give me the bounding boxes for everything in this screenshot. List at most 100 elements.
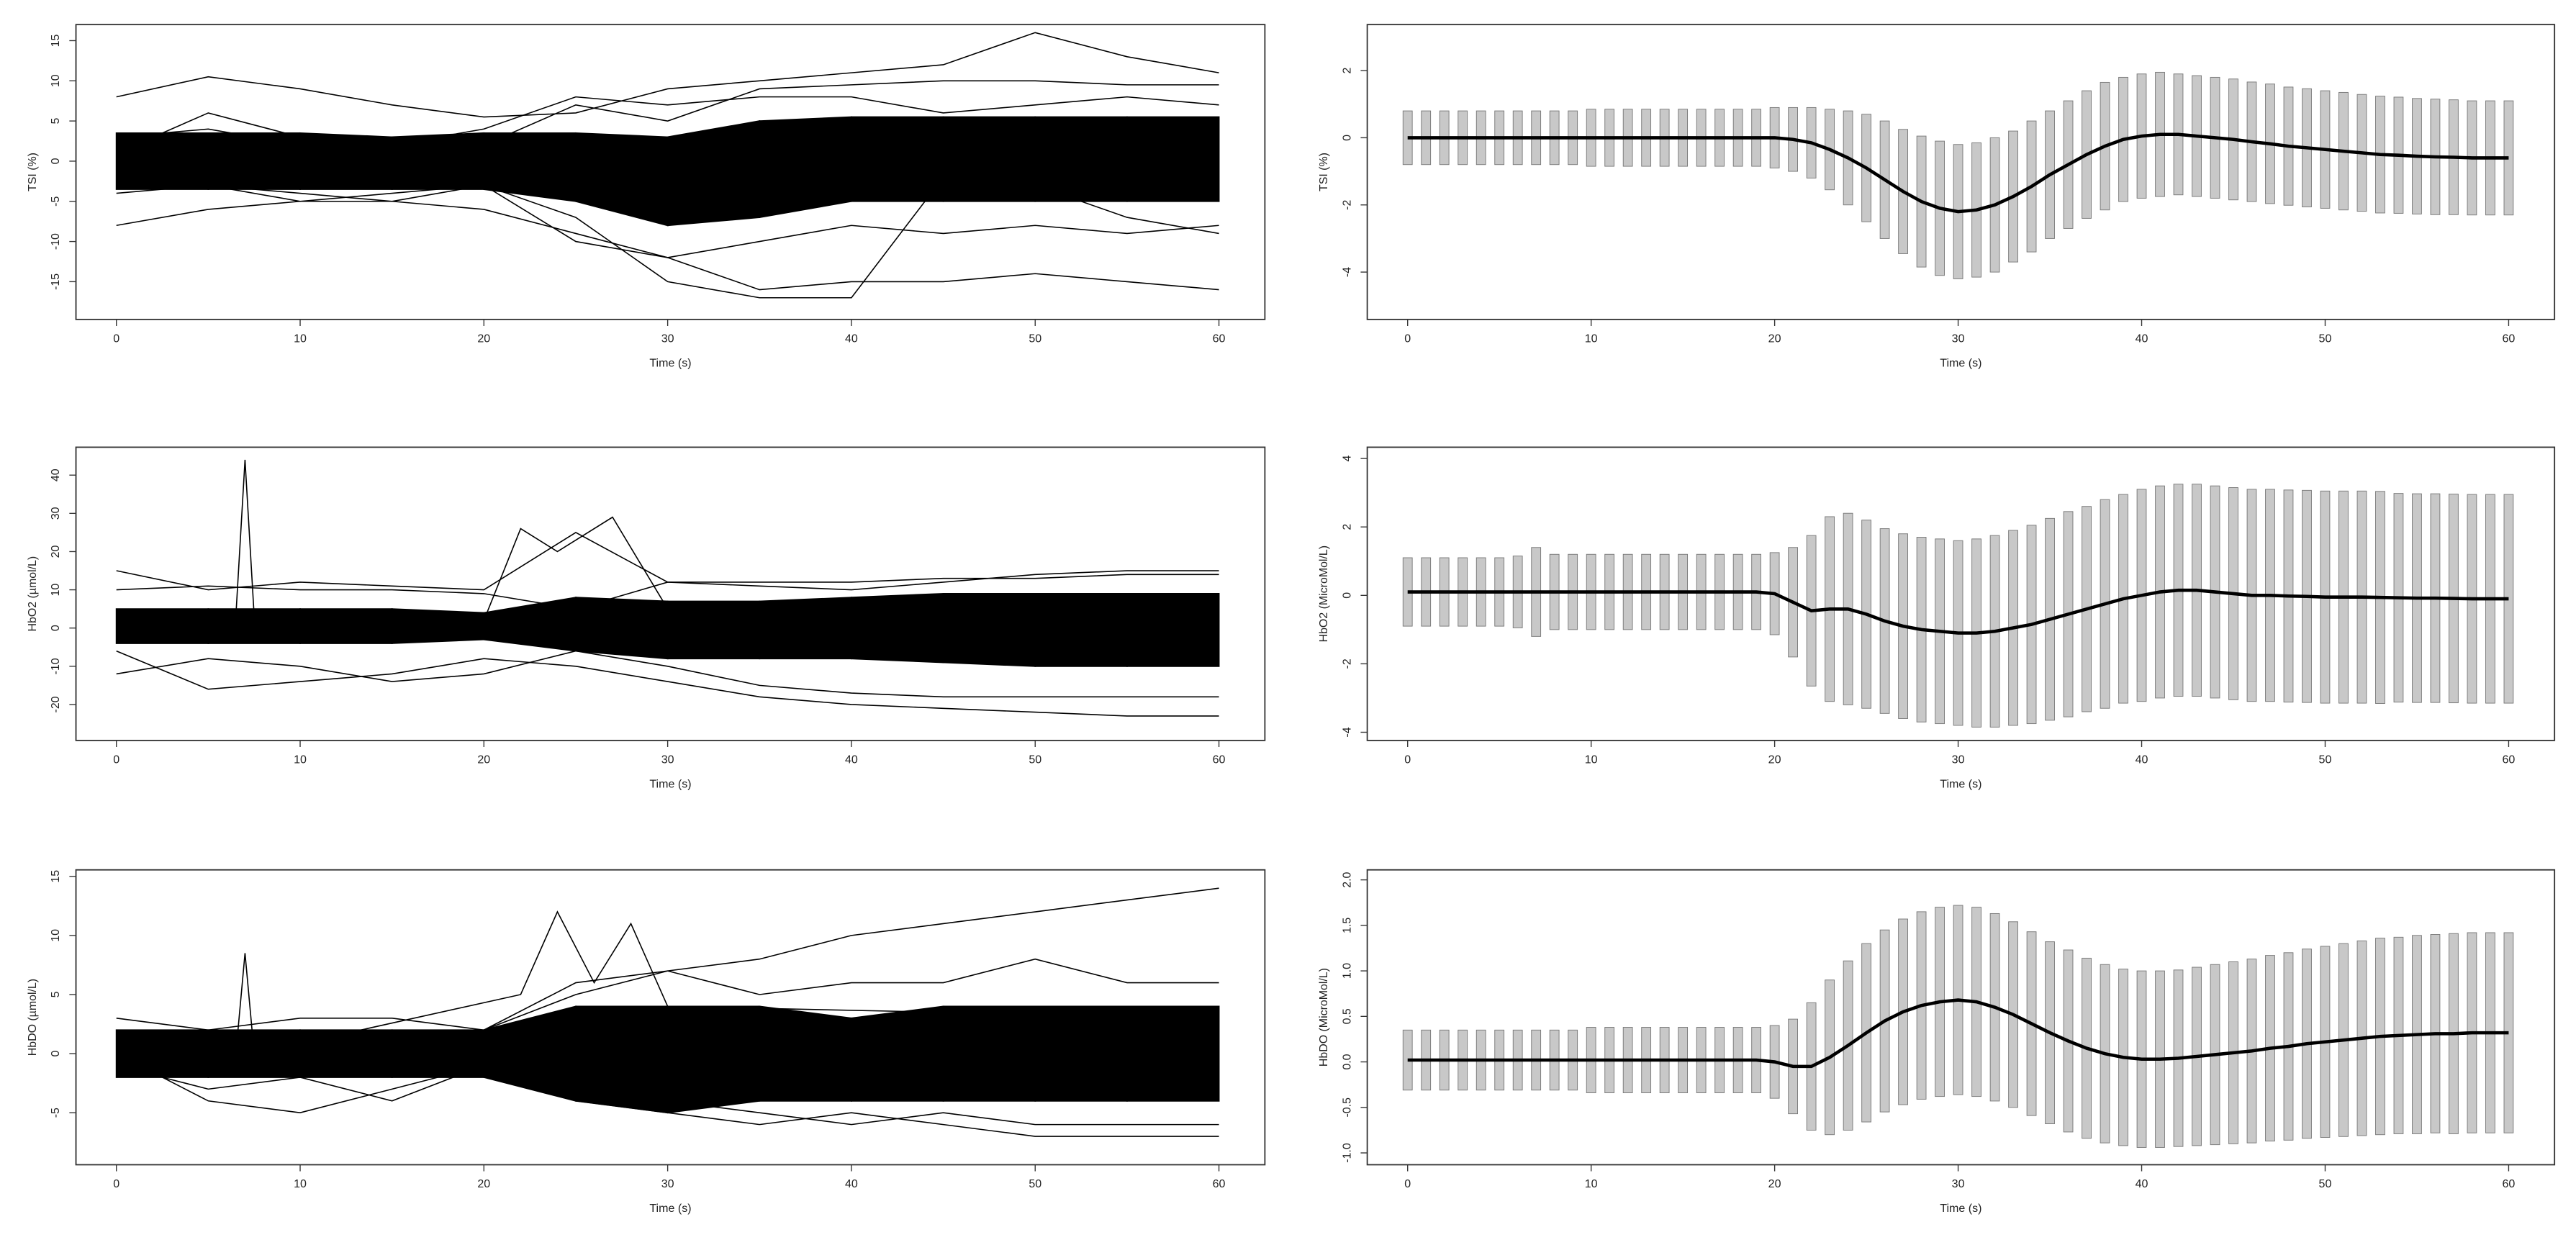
y-tick-label: -2: [1341, 658, 1353, 669]
y-tick-label: 2.0: [1341, 872, 1353, 887]
y-axis-label: TSI (%): [27, 153, 39, 191]
plot-box: [1366, 869, 2556, 1166]
trace-band: [575, 597, 669, 660]
plot-box: [75, 869, 1266, 1166]
x-tick-label: 60: [1213, 1178, 1226, 1190]
trace-band: [299, 608, 393, 644]
trace-line: [116, 958, 1219, 1031]
x-tick-label: 10: [294, 332, 307, 345]
trace-band: [942, 592, 1036, 667]
x-tick-label: 10: [294, 1178, 307, 1190]
x-tick-label: 0: [1404, 332, 1411, 345]
trace-line: [116, 650, 1219, 698]
y-tick-label: 10: [50, 584, 62, 597]
x-tick-label: 10: [1585, 332, 1598, 345]
y-tick-label: 0: [50, 158, 62, 164]
plot-area: [115, 887, 1220, 1137]
x-tick-label: 40: [845, 1178, 858, 1190]
x-tick-label: 20: [1768, 753, 1781, 766]
x-tick-label: 10: [1585, 753, 1598, 766]
trace-band: [851, 1005, 944, 1102]
y-tick-label: -4: [1341, 727, 1353, 737]
y-tick-label: 0: [1341, 135, 1353, 141]
y-axis-label: HbO2 (MicroMol/L): [1318, 545, 1330, 642]
y-tick-label: 10: [50, 74, 62, 87]
x-tick-label: 0: [113, 332, 119, 345]
y-tick-label: 5: [50, 118, 62, 124]
x-tick-label: 30: [1952, 1178, 1965, 1190]
trace-band: [759, 116, 852, 219]
y-tick-label: 1.5: [1341, 918, 1353, 933]
y-tick-label: 0: [1341, 592, 1353, 599]
panel: 0 10 20 30 40 50 60 -15 -10 -5 0 5 10 15 Time (s) TSI (…: [27, 24, 1266, 370]
panel: 0 10 20 30 40 50 60 -5 0 5 10 15 Time (s) HbDO (µmol/…: [27, 869, 1266, 1215]
trace-band: [759, 1005, 852, 1102]
x-tick-label: 30: [661, 753, 674, 766]
x-tick-label: 50: [1029, 753, 1041, 766]
trace-line: [116, 459, 1219, 621]
y-axis-label: HbDO (µmol/L): [27, 979, 39, 1056]
y-tick-label: -2: [1341, 200, 1353, 210]
panel: 0 10 20 30 40 50 60 -4 -2 0 2 Time (s) TSI (%): [1318, 24, 2556, 370]
x-tick-label: 0: [1404, 753, 1411, 766]
x-tick-label: 10: [294, 753, 307, 766]
x-tick-label: 50: [1029, 332, 1041, 345]
x-tick-label: 50: [2319, 1178, 2332, 1190]
x-tick-label: 40: [2136, 1178, 2148, 1190]
y-tick-label: -20: [50, 696, 62, 712]
y-tick-label: -10: [50, 658, 62, 674]
trace-band: [391, 132, 485, 190]
y-tick-label: 0.0: [1341, 1054, 1353, 1069]
trace-line: [116, 1064, 1219, 1137]
y-tick-label: -15: [50, 273, 62, 290]
trace-band: [1034, 116, 1128, 202]
trace-band: [666, 1005, 761, 1114]
y-tick-label: -4: [1341, 267, 1353, 277]
x-tick-label: 40: [2136, 753, 2148, 766]
y-tick-label: 1.0: [1341, 963, 1353, 979]
y-tick-label: 20: [50, 545, 62, 558]
y-tick-label: 0: [50, 1051, 62, 1057]
plot-area: [1402, 71, 2514, 279]
panel: 0 10 20 30 40 50 60 -1.0 -0.5 0.0 0.5 1.0 1.5 2.0 Time…: [1318, 869, 2556, 1215]
x-tick-label: 20: [477, 332, 490, 345]
trace-line: [116, 910, 1219, 1055]
plot-box: [75, 446, 1266, 741]
trace-band: [942, 116, 1036, 202]
x-axis-label: Time (s): [1940, 779, 1981, 791]
x-tick-label: 20: [1768, 1178, 1781, 1190]
x-axis-label: Time (s): [1940, 358, 1981, 370]
x-tick-label: 30: [1952, 753, 1965, 766]
trace-line: [116, 176, 1219, 258]
trace-band: [1034, 1005, 1128, 1102]
mean-line: [1407, 588, 2509, 635]
y-tick-label: -0.5: [1341, 1097, 1353, 1118]
x-tick-label: 60: [1213, 753, 1226, 766]
trace-band: [666, 120, 761, 227]
y-tick-label: 10: [50, 929, 62, 942]
y-tick-label: 0: [50, 625, 62, 631]
trace-line: [116, 1053, 1219, 1126]
y-tick-label: -1.0: [1341, 1143, 1353, 1163]
x-tick-label: 50: [2319, 332, 2332, 345]
x-tick-label: 20: [1768, 332, 1781, 345]
x-axis-label: Time (s): [649, 358, 691, 370]
plot-area: [1402, 905, 2514, 1148]
y-tick-label: -5: [50, 196, 62, 207]
x-tick-label: 20: [477, 753, 490, 766]
x-tick-label: 10: [1585, 1178, 1598, 1190]
x-tick-label: 40: [2136, 332, 2148, 345]
panel: 0 10 20 30 40 50 60 -4 -2 0 2 4 Time (s) HbO2 (MicroM…: [1318, 446, 2556, 791]
plot-area: [115, 32, 1220, 299]
plot-box: [75, 24, 1266, 320]
trace-band: [483, 132, 577, 202]
x-tick-label: 60: [2503, 753, 2516, 766]
trace-band: [391, 608, 485, 644]
mean-line: [1407, 132, 2509, 214]
trace-band: [942, 1005, 1036, 1102]
y-tick-label: 0.5: [1341, 1008, 1353, 1024]
trace-band: [575, 1005, 669, 1114]
trace-band: [851, 116, 944, 202]
